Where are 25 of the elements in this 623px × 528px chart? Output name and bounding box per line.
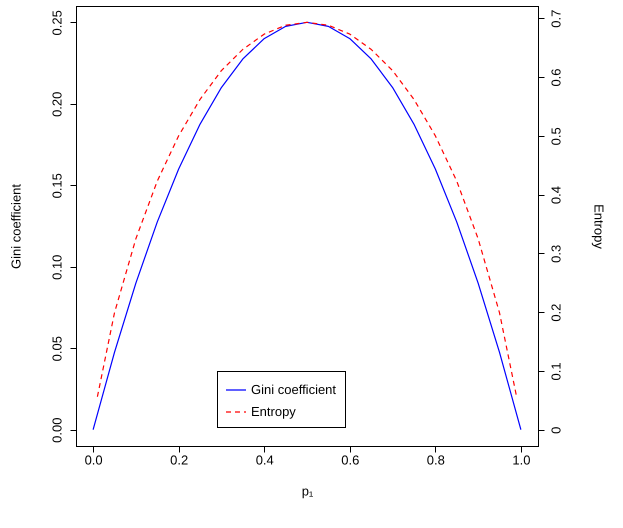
legend-label: Gini coefficient (251, 382, 336, 397)
y2-tick-label: 0.4 (548, 186, 564, 204)
y2-tick-label: 0.6 (548, 68, 564, 87)
y-tick-label: 0.25 (50, 10, 64, 36)
y-tick-label: 0.15 (50, 173, 64, 198)
y-axis-title: Gini coefficient (8, 184, 24, 270)
y2-tick-label: 0 (548, 426, 564, 434)
y2-tick-label: 0.5 (548, 127, 564, 146)
x-tick-label: 0.0 (84, 452, 103, 468)
x-tick-label: 0.6 (341, 452, 360, 468)
x-axis-title: p₁ (302, 484, 314, 498)
y-tick-label: 0.10 (50, 254, 64, 280)
y2-tick-label: 0.3 (548, 244, 564, 263)
y-tick-label: 0.20 (50, 92, 64, 117)
x-tick-label: 0.4 (256, 452, 274, 468)
y2-tick-label: 0.2 (548, 304, 564, 322)
y-tick-label: 0.00 (50, 418, 64, 443)
x-tick-label: 0.8 (426, 452, 445, 468)
y2-axis-title: Entropy (592, 204, 606, 250)
y2-tick-label: 0.7 (548, 10, 564, 28)
x-tick-label: 0.2 (170, 452, 188, 468)
y-tick-label: 0.05 (50, 336, 64, 362)
legend-label: Entropy (251, 404, 296, 419)
x-tick-label: 1.0 (512, 452, 530, 468)
y2-tick-label: 0.1 (548, 362, 564, 380)
